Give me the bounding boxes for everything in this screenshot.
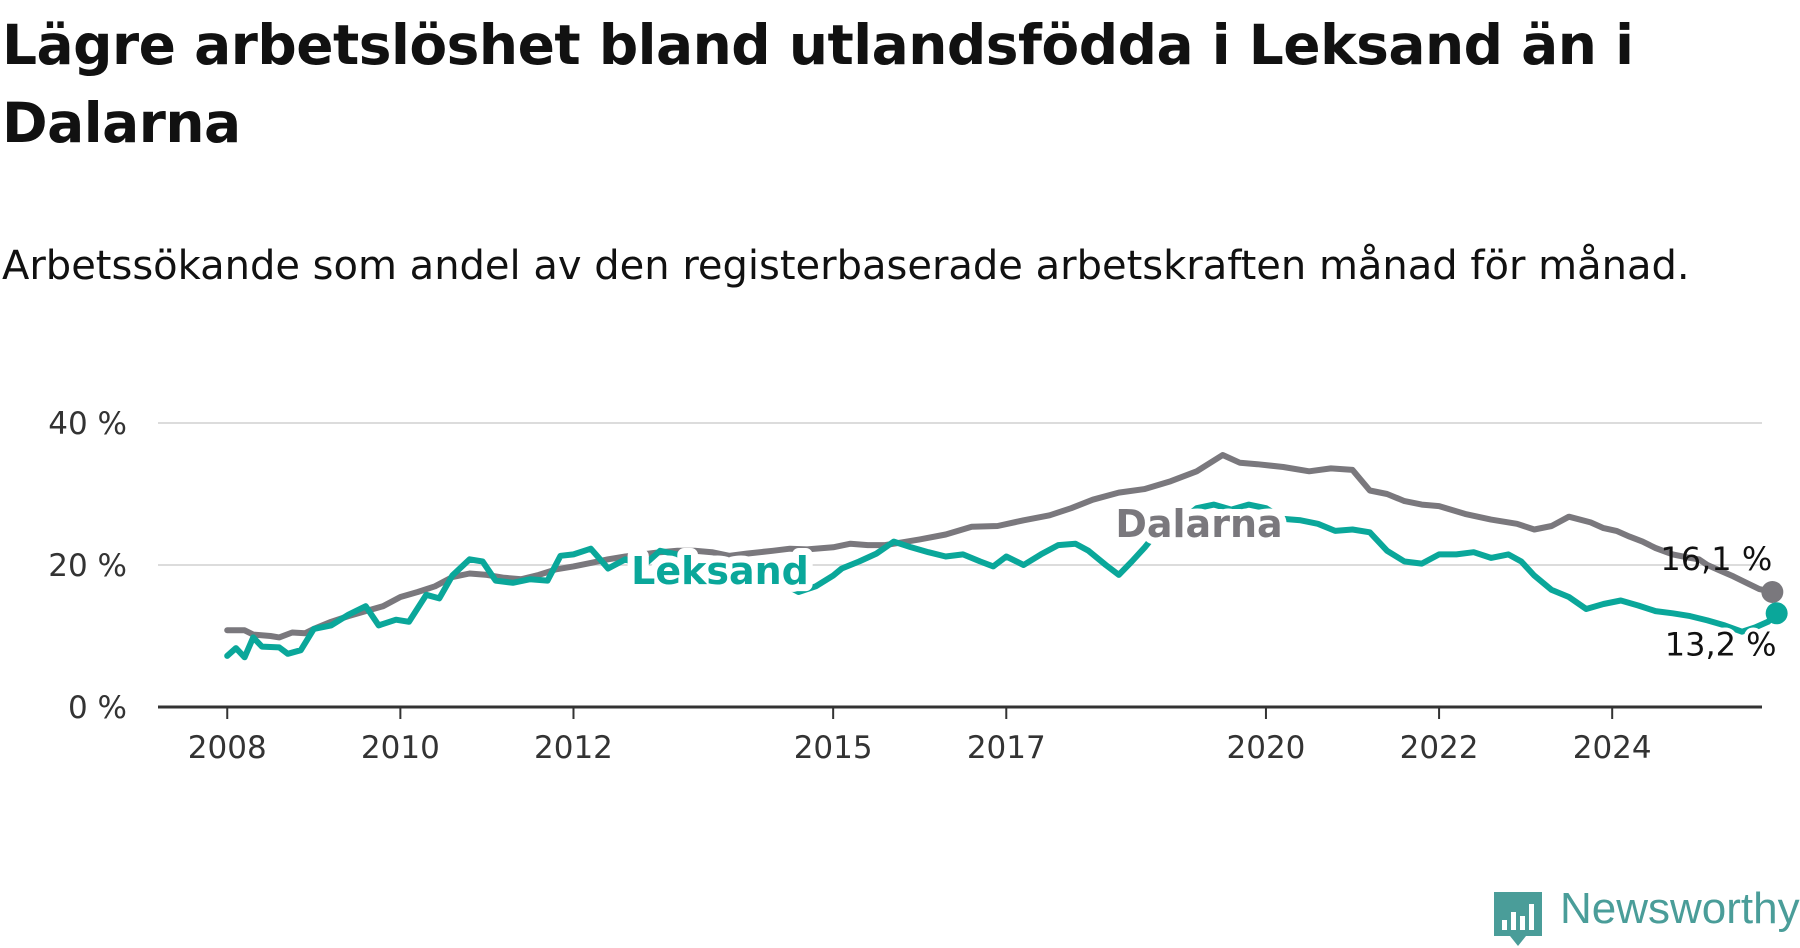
x-axis: 2008 2010 2012 2015 2017 2020 2022 2024 bbox=[158, 705, 1762, 766]
grid-lines bbox=[158, 422, 1762, 566]
y-axis-ticks: 0 % 20 % 40 % bbox=[48, 406, 127, 726]
series-label-dalarna: Dalarna bbox=[1115, 502, 1282, 546]
y-tick-label: 20 % bbox=[48, 548, 127, 584]
x-tick-label: 2020 bbox=[1227, 730, 1306, 766]
chart-subtitle: Arbetssökande som andel av den registerb… bbox=[2, 243, 1690, 289]
y-tick-label: 40 % bbox=[48, 406, 127, 442]
x-tick-label: 2015 bbox=[794, 730, 873, 766]
x-tick-label: 2012 bbox=[534, 730, 613, 766]
series-label-leksand: Leksand bbox=[631, 549, 809, 593]
x-tick-label: 2024 bbox=[1573, 730, 1652, 766]
y-tick-label: 0 % bbox=[68, 690, 127, 726]
series-lines bbox=[224, 452, 1788, 661]
x-tick-label: 2017 bbox=[967, 730, 1046, 766]
end-label-dalarna: 16,1 % bbox=[1660, 540, 1772, 578]
chart-title: Lägre arbetslöshet bland utlandsfödda i … bbox=[2, 13, 1634, 155]
series-labels: 16,1 % 13,2 % Dalarna Leksand bbox=[624, 495, 1780, 667]
series-line-dalarna bbox=[224, 452, 1776, 641]
end-marker-dalarna bbox=[1761, 580, 1784, 603]
series-line-leksand bbox=[224, 501, 1780, 661]
end-marker-leksand bbox=[1765, 602, 1788, 625]
newsworthy-logo-icon bbox=[1494, 892, 1542, 946]
end-label-leksand: 13,2 % bbox=[1665, 625, 1777, 663]
newsworthy-logo bbox=[1494, 892, 1542, 946]
x-tick-label: 2022 bbox=[1400, 730, 1479, 766]
x-tick-label: 2010 bbox=[361, 730, 440, 766]
x-tick-label: 2008 bbox=[188, 730, 267, 766]
brand-name: Newsworthy bbox=[1560, 884, 1800, 933]
